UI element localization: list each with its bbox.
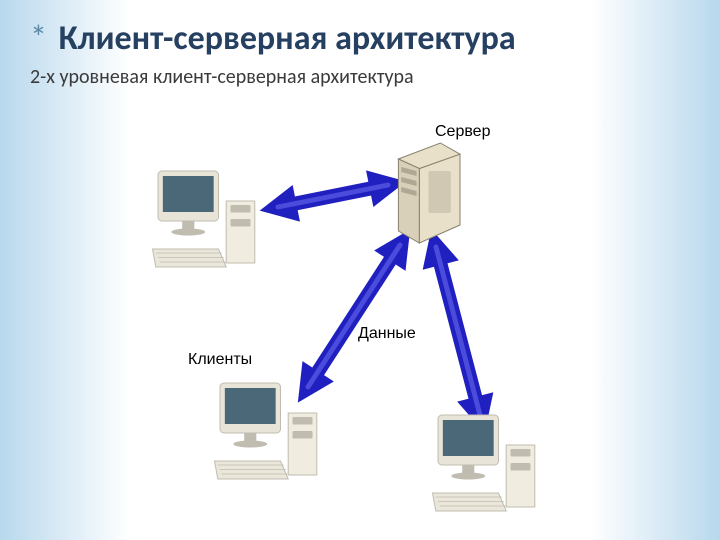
diagram-label: Сервер xyxy=(435,123,490,141)
diagram-label: Данные xyxy=(358,325,416,343)
client-node xyxy=(215,383,317,479)
title-block: * Клиент-серверная архитектура xyxy=(0,0,720,65)
slide-content: * Клиент-серверная архитектура 2-х уровн… xyxy=(0,0,720,540)
client-node xyxy=(433,415,535,511)
page-title: Клиент-серверная архитектура xyxy=(59,18,516,59)
network-diagram: Сервер Данные Клиенты xyxy=(130,115,590,525)
page-subtitle: 2-х уровневая клиент-серверная архитекту… xyxy=(0,65,720,89)
server-node xyxy=(398,143,460,243)
client-node xyxy=(153,171,255,267)
title-asterisk: * xyxy=(30,18,47,59)
diagram-label: Клиенты xyxy=(188,351,252,369)
